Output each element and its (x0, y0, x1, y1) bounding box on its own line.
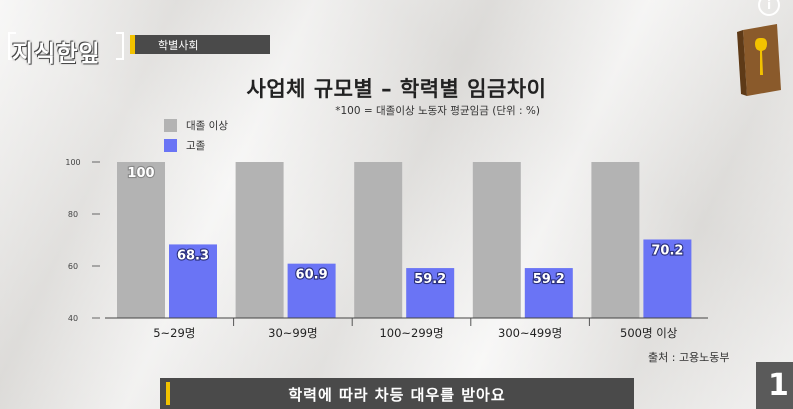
x-tick-label: 30~99명 (268, 326, 317, 340)
y-tick-label: 60 (68, 262, 78, 271)
chart-title: 사업체 규모별 – 학력별 임금차이 (246, 77, 547, 101)
data-label: 59.2 (533, 272, 565, 287)
logo-bracket-left (8, 32, 16, 60)
caption-bar: 학력에 따라 차등 대우를 받아요 (160, 378, 634, 409)
legend-item-college: 대졸 이상 (164, 117, 228, 134)
x-tick-label: 5~29명 (153, 326, 195, 340)
bar-highschool (643, 239, 692, 318)
source-note: 출처 : 고용노동부 (648, 351, 730, 364)
data-label: 70.2 (651, 243, 683, 258)
legend: 대졸 이상 고졸 (164, 117, 228, 157)
legend-label-college: 대졸 이상 (186, 120, 228, 132)
corner-badge-number: 1 (768, 368, 789, 403)
data-label: 59.2 (414, 272, 446, 287)
caption-accent (166, 382, 170, 405)
x-tick-label: 500명 이상 (620, 326, 678, 340)
bar-highschool (169, 244, 217, 318)
bar-highschool (287, 263, 336, 318)
caption-text: 학력에 따라 차등 대우를 받아요 (288, 386, 506, 404)
category-label: 학별사회 (158, 39, 199, 52)
x-tick-label: 100~299명 (379, 326, 443, 340)
legend-item-highschool: 고졸 (164, 137, 228, 154)
category-bar: 학별사회 (130, 35, 270, 54)
bar-college (235, 162, 284, 318)
data-label: 100 (127, 166, 154, 181)
x-tick-label: 300~499명 (498, 326, 562, 340)
book-spoon-icon (737, 24, 781, 96)
logo-bracket-right (116, 32, 124, 60)
y-tick-label: 100 (65, 158, 80, 167)
info-icon[interactable]: i (758, 0, 780, 16)
data-label: 60.9 (296, 268, 328, 283)
bar-college (354, 162, 403, 318)
legend-label-highschool: 고졸 (186, 140, 206, 152)
corner-badge: 1 (756, 362, 793, 409)
y-tick-label: 40 (68, 314, 78, 323)
category-accent (130, 35, 135, 54)
chart-subtitle: *100 = 대졸이상 노동자 평균임금 (단위 : %) (335, 105, 540, 117)
bar-highschool (524, 268, 573, 318)
channel-logo: 지식한잎 (12, 41, 101, 67)
legend-swatch-highschool (164, 139, 177, 152)
bar-college (117, 162, 165, 318)
y-tick-label: 80 (68, 210, 78, 219)
legend-swatch-college (164, 119, 177, 132)
bar-college (591, 162, 640, 318)
bar-highschool (406, 268, 455, 318)
data-label: 68.3 (177, 248, 209, 263)
bar-college (472, 162, 521, 318)
